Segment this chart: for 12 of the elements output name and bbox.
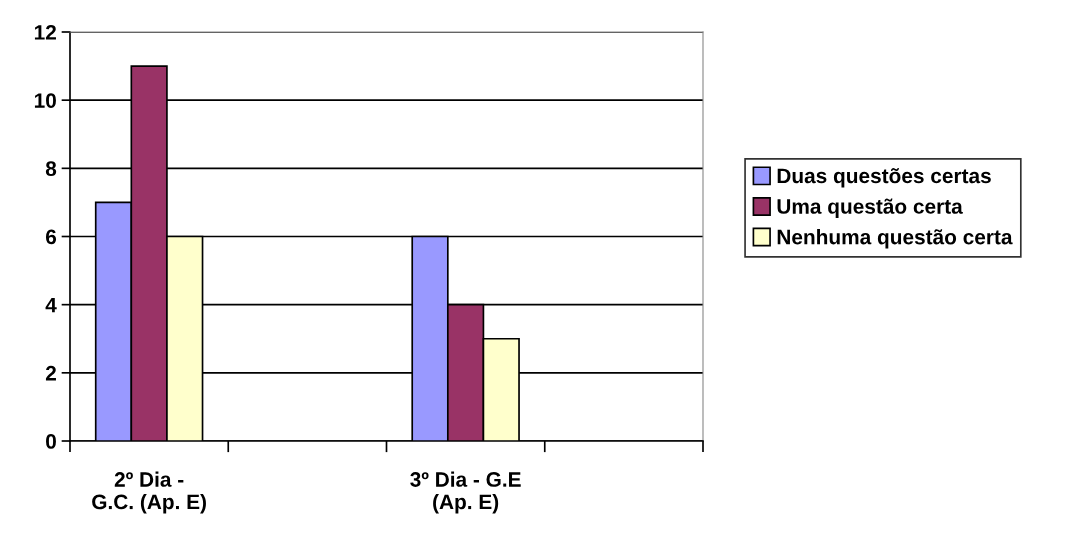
- y-tick-label: 10: [34, 93, 56, 108]
- y-tick-label: 0: [46, 434, 56, 449]
- y-tick-label: 2: [45, 365, 56, 381]
- y-tick-label: 6: [45, 229, 57, 245]
- y-tick-label: 8: [45, 161, 57, 177]
- legend-label: Duas questões certas: [777, 168, 991, 188]
- legend-label: Uma questão certa: [777, 198, 963, 218]
- x-tick-label: 3º Dia - G.E (Ap. E): [410, 471, 521, 514]
- y-tick-label: 4: [45, 297, 57, 313]
- x-tick-label: 2º Dia - G.C. (Ap. E): [92, 471, 206, 514]
- legend-label: Nenhuma questão certa: [777, 229, 1013, 249]
- y-tick-label: 12: [34, 25, 56, 40]
